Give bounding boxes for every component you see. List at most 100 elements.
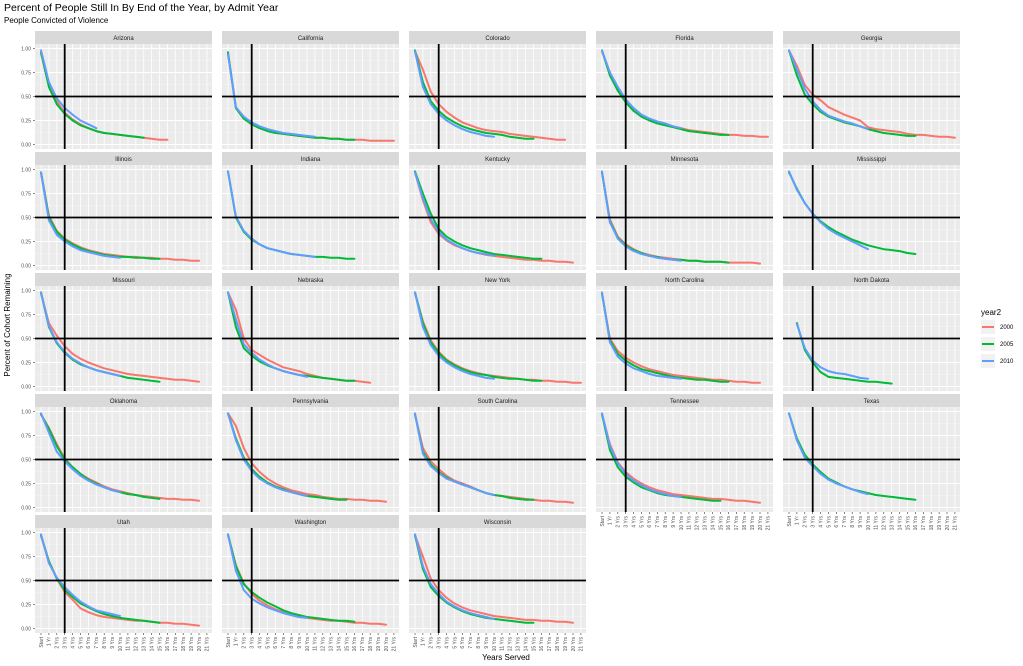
x-tick-label: 14 Yrs <box>523 637 529 652</box>
x-tick-label: 2 Yrs <box>55 637 61 649</box>
x-tick-label: 8 Yrs <box>289 637 295 649</box>
y-tick-label: 1.00 <box>21 531 31 537</box>
series-line-2000 <box>788 49 956 139</box>
panel-title: Washington <box>295 520 326 526</box>
y-tick-label: 0.25 <box>21 603 31 609</box>
x-tick-label: 9 Yrs <box>484 637 490 649</box>
panel-title: Mississippi <box>857 157 886 163</box>
panel: Florida <box>596 31 773 149</box>
panel-title: South Carolina <box>478 399 518 405</box>
panel: North Carolina <box>596 273 773 391</box>
panel-title: North Carolina <box>665 278 704 284</box>
panel: Indiana <box>222 152 399 270</box>
x-tick-label: 15 Yrs <box>157 637 163 652</box>
x-tick-label: 5 Yrs <box>639 516 645 528</box>
y-tick-label: 1.00 <box>21 410 31 416</box>
panel-title: Texas <box>864 399 880 405</box>
series-line-2010 <box>414 50 495 138</box>
series-line-2000 <box>40 292 200 383</box>
series-line-2010 <box>414 171 495 257</box>
panel-grid: Arizona 1.00 0.75 0.50 0.25 0.00 California Col… <box>21 31 960 651</box>
x-tick-label: Start <box>39 636 45 647</box>
x-tick-label: 7 Yrs <box>655 516 661 528</box>
panel-title: Wisconsin <box>484 520 511 526</box>
x-tick-label: 1 Yr <box>421 637 427 646</box>
series-line-2010 <box>788 49 869 131</box>
series-line-2005 <box>227 533 356 623</box>
y-tick-label: 1.00 <box>21 47 31 53</box>
panel-strip <box>409 152 586 165</box>
panel-title: Kentucky <box>485 157 510 163</box>
panel-title: Missouri <box>112 278 134 284</box>
x-tick-label: 11 Yrs <box>874 516 880 530</box>
x-tick-label: 12 Yrs <box>695 516 701 531</box>
x-tick-label: Start <box>413 636 419 647</box>
x-tick-label: 16 Yrs <box>913 516 919 531</box>
x-tick-label: 6 Yrs <box>460 637 466 649</box>
panel: Mississippi <box>783 152 960 270</box>
x-tick-label: 3 Yrs <box>624 516 630 528</box>
panel-strip <box>222 31 399 44</box>
y-tick-label: 0.00 <box>21 627 31 633</box>
x-tick-label: 15 Yrs <box>531 637 537 652</box>
x-tick-label: 4 Yrs <box>257 637 263 649</box>
series-line-2005 <box>40 534 161 624</box>
y-tick-label: 1.00 <box>21 168 31 174</box>
y-tick-label: 0.00 <box>21 143 31 149</box>
x-tick-label: 5 Yrs <box>78 637 84 649</box>
x-tick-label: 21 Yrs <box>205 637 211 652</box>
legend-entry-2010: 2010 <box>981 354 1014 368</box>
y-tick-label: 0.25 <box>21 240 31 246</box>
panel: California <box>222 31 399 149</box>
series-line-2010 <box>788 412 869 496</box>
legend-title: year2 <box>981 308 1002 317</box>
panel-title: Indiana <box>301 157 321 163</box>
x-tick-label: 3 Yrs <box>250 637 256 649</box>
x-tick-label: 13 Yrs <box>142 637 148 652</box>
x-tick-label: 13 Yrs <box>516 637 522 652</box>
series-line-2010 <box>40 533 121 617</box>
panel-strip <box>222 394 399 407</box>
x-tick-label: 4 Yrs <box>444 637 450 649</box>
x-tick-label: 7 Yrs <box>468 637 474 649</box>
x-tick-label: 6 Yrs <box>86 637 92 649</box>
y-tick-label: 0.50 <box>21 337 31 343</box>
panel: Arizona 1.00 0.75 0.50 0.25 0.00 <box>21 31 212 149</box>
x-tick-label: 18 Yrs <box>555 637 561 652</box>
x-tick-label: 7 Yrs <box>94 637 100 649</box>
panel-title: Illinois <box>115 157 132 163</box>
series-line-2010 <box>795 323 869 380</box>
panel-strip <box>409 515 586 528</box>
series-line-2000 <box>414 50 567 141</box>
x-tick-label: 10 Yrs <box>866 516 872 531</box>
series-line-2010 <box>601 49 682 130</box>
x-tick-label: 16 Yrs <box>726 516 732 531</box>
series-line-2010 <box>414 533 495 620</box>
panel-title: Florida <box>675 36 694 42</box>
chart-title: Percent of People Still In By End of the… <box>4 2 279 14</box>
panel: Wisconsin Start 1 Yr 2 Yrs 3 Yrs 4 Yrs 5 Yrs 6 … <box>409 515 586 651</box>
panel: Washington Start 1 Yr 2 Yrs 3 Yrs 4 Yrs 5 Yrs 6… <box>222 515 399 651</box>
x-tick-label: 17 Yrs <box>921 516 927 531</box>
x-tick-label: 6 Yrs <box>834 516 840 528</box>
x-tick-label: 10 Yrs <box>305 637 311 652</box>
series-line-2010 <box>601 170 682 262</box>
panel: Georgia <box>783 31 960 149</box>
x-tick-label: 12 Yrs <box>508 637 514 652</box>
panel-title: Arizona <box>113 36 134 42</box>
panel: North Dakota <box>783 273 960 391</box>
x-tick-label: 4 Yrs <box>70 637 76 649</box>
x-tick-label: 14 Yrs <box>149 637 155 652</box>
panel-strip <box>409 31 586 44</box>
y-tick-label: 0.00 <box>21 506 31 512</box>
panel-strip <box>783 152 960 165</box>
y-tick-label: 0.25 <box>21 119 31 125</box>
x-tick-label: 19 Yrs <box>376 637 382 652</box>
x-tick-label: 14 Yrs <box>710 516 716 531</box>
legend-label: 2010 <box>1000 359 1014 365</box>
y-tick-label: 0.75 <box>21 434 31 440</box>
x-axis-title: Years Served <box>482 653 530 662</box>
series-line-2010 <box>227 170 316 258</box>
x-tick-label: 8 Yrs <box>102 637 108 649</box>
